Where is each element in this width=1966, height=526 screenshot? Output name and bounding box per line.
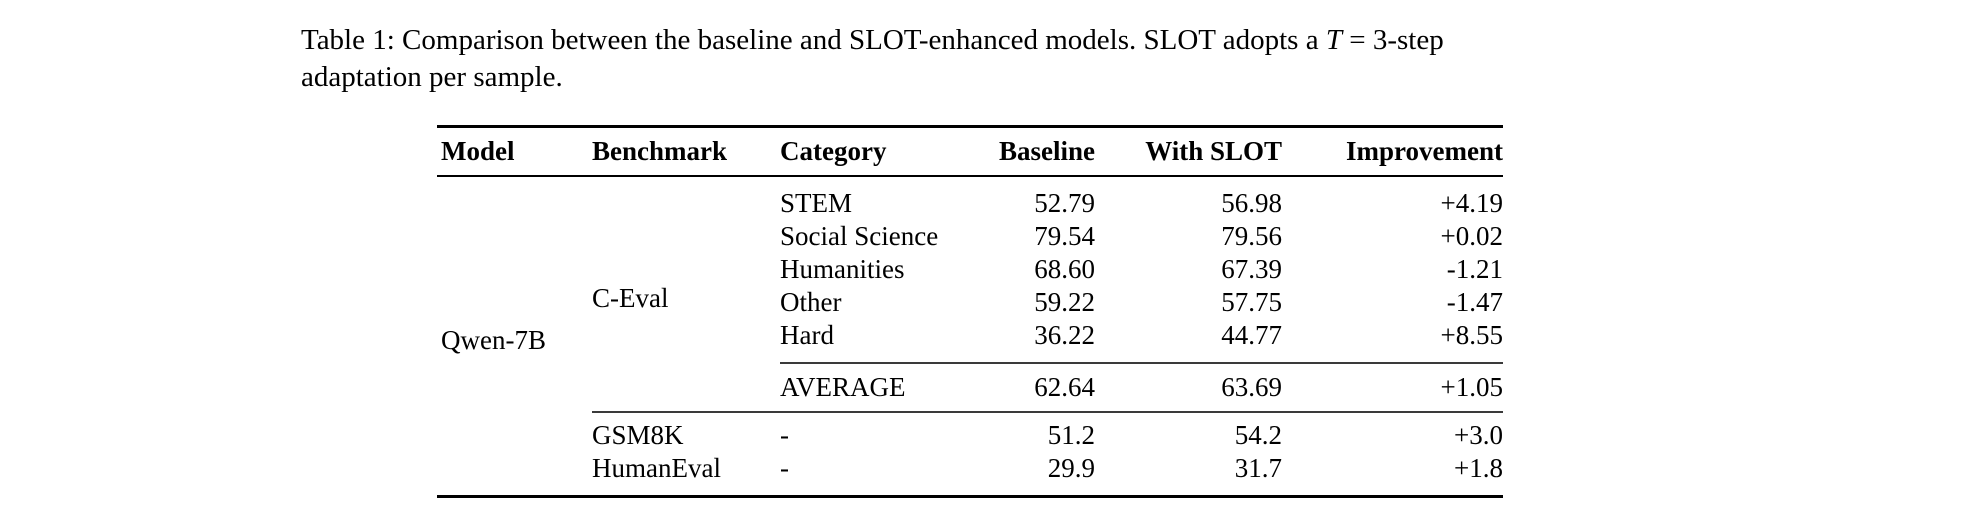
improvement-value: +4.19 [1440,187,1503,218]
improvement-value: +1.05 [1282,361,1503,412]
table-row-average: AVERAGE 62.64 63.69 +1.05 [437,361,1503,412]
baseline-value: 59.22 [1034,286,1095,317]
col-header-baseline: Baseline [975,126,1095,177]
col-header-with-slot: With SLOT [1095,126,1282,177]
table-caption: Table 1: Comparison between the baseline… [301,22,1681,96]
table-row-social-science: Social Science 79.54 79.56 +0.02 [437,220,1503,253]
baseline-value: 79.54 [1034,220,1095,251]
caption-text-post: = 3-step [1341,24,1444,56]
caption-math-variable: T [1325,24,1342,56]
improvement-value: +8.55 [1440,319,1503,350]
caption-text-pre: Table 1: Comparison between the baseline… [301,24,1326,56]
baseline-value: 52.79 [1034,187,1095,218]
baseline-value: 29.9 [1047,452,1095,483]
table-row-humaneval: HumanEval - 29.9 31.7 +1.8 [437,452,1503,497]
category-cell: Social Science [780,220,939,251]
improvement-value: +0.02 [1440,220,1503,251]
results-table: Model Benchmark Category Baseline With S… [437,125,1503,498]
category-cell: - [780,410,975,452]
caption-line-2: adaptation per sample. [301,61,563,93]
baseline-value: 68.60 [1034,253,1095,284]
model-cell: Qwen-7B [441,325,546,355]
category-cell: Hard [780,319,834,350]
col-header-category: Category [780,126,975,177]
caption-line-1: Table 1: Comparison between the baseline… [301,24,1444,56]
improvement-value: +3.0 [1282,410,1503,452]
with-slot-value: 79.56 [1221,220,1282,251]
col-header-model: Model [437,126,592,177]
table-row-other: Other 59.22 57.75 -1.47 [437,286,1503,319]
baseline-value: 62.64 [975,361,1095,412]
benchmark-cell: GSM8K [592,410,780,452]
col-header-benchmark: Benchmark [592,126,780,177]
table-row-hard: Hard 36.22 44.77 +8.55 [437,319,1503,363]
table-row-humanities: Humanities 68.60 67.39 -1.21 [437,253,1503,286]
with-slot-value: 44.77 [1221,319,1282,350]
benchmark-ceval-cell: C-Eval [592,283,669,313]
with-slot-value: 63.69 [1095,361,1282,412]
category-cell: Humanities [780,253,905,284]
with-slot-value: 54.2 [1095,410,1282,452]
improvement-value: +1.8 [1454,452,1503,483]
table-row-stem: Qwen-7B C-Eval STEM 52.79 56.98 +4.19 [437,176,1503,356]
baseline-value: 36.22 [1034,319,1095,350]
category-cell: STEM [780,187,853,218]
improvement-value: -1.47 [1446,286,1503,317]
category-cell: - [780,452,789,483]
with-slot-value: 31.7 [1234,452,1282,483]
category-cell: Other [780,286,842,317]
benchmark-cell: HumanEval [592,452,721,483]
col-header-improvement: Improvement [1282,126,1503,177]
results-table-container: Model Benchmark Category Baseline With S… [437,125,1503,498]
category-cell: AVERAGE [780,361,975,412]
table-header-row: Model Benchmark Category Baseline With S… [437,126,1503,177]
with-slot-value: 56.98 [1221,187,1282,218]
improvement-value: -1.21 [1446,253,1503,284]
baseline-value: 51.2 [975,410,1095,452]
table-row-gsm8k: GSM8K - 51.2 54.2 +3.0 [437,410,1503,452]
with-slot-value: 57.75 [1221,286,1282,317]
with-slot-value: 67.39 [1221,253,1282,284]
